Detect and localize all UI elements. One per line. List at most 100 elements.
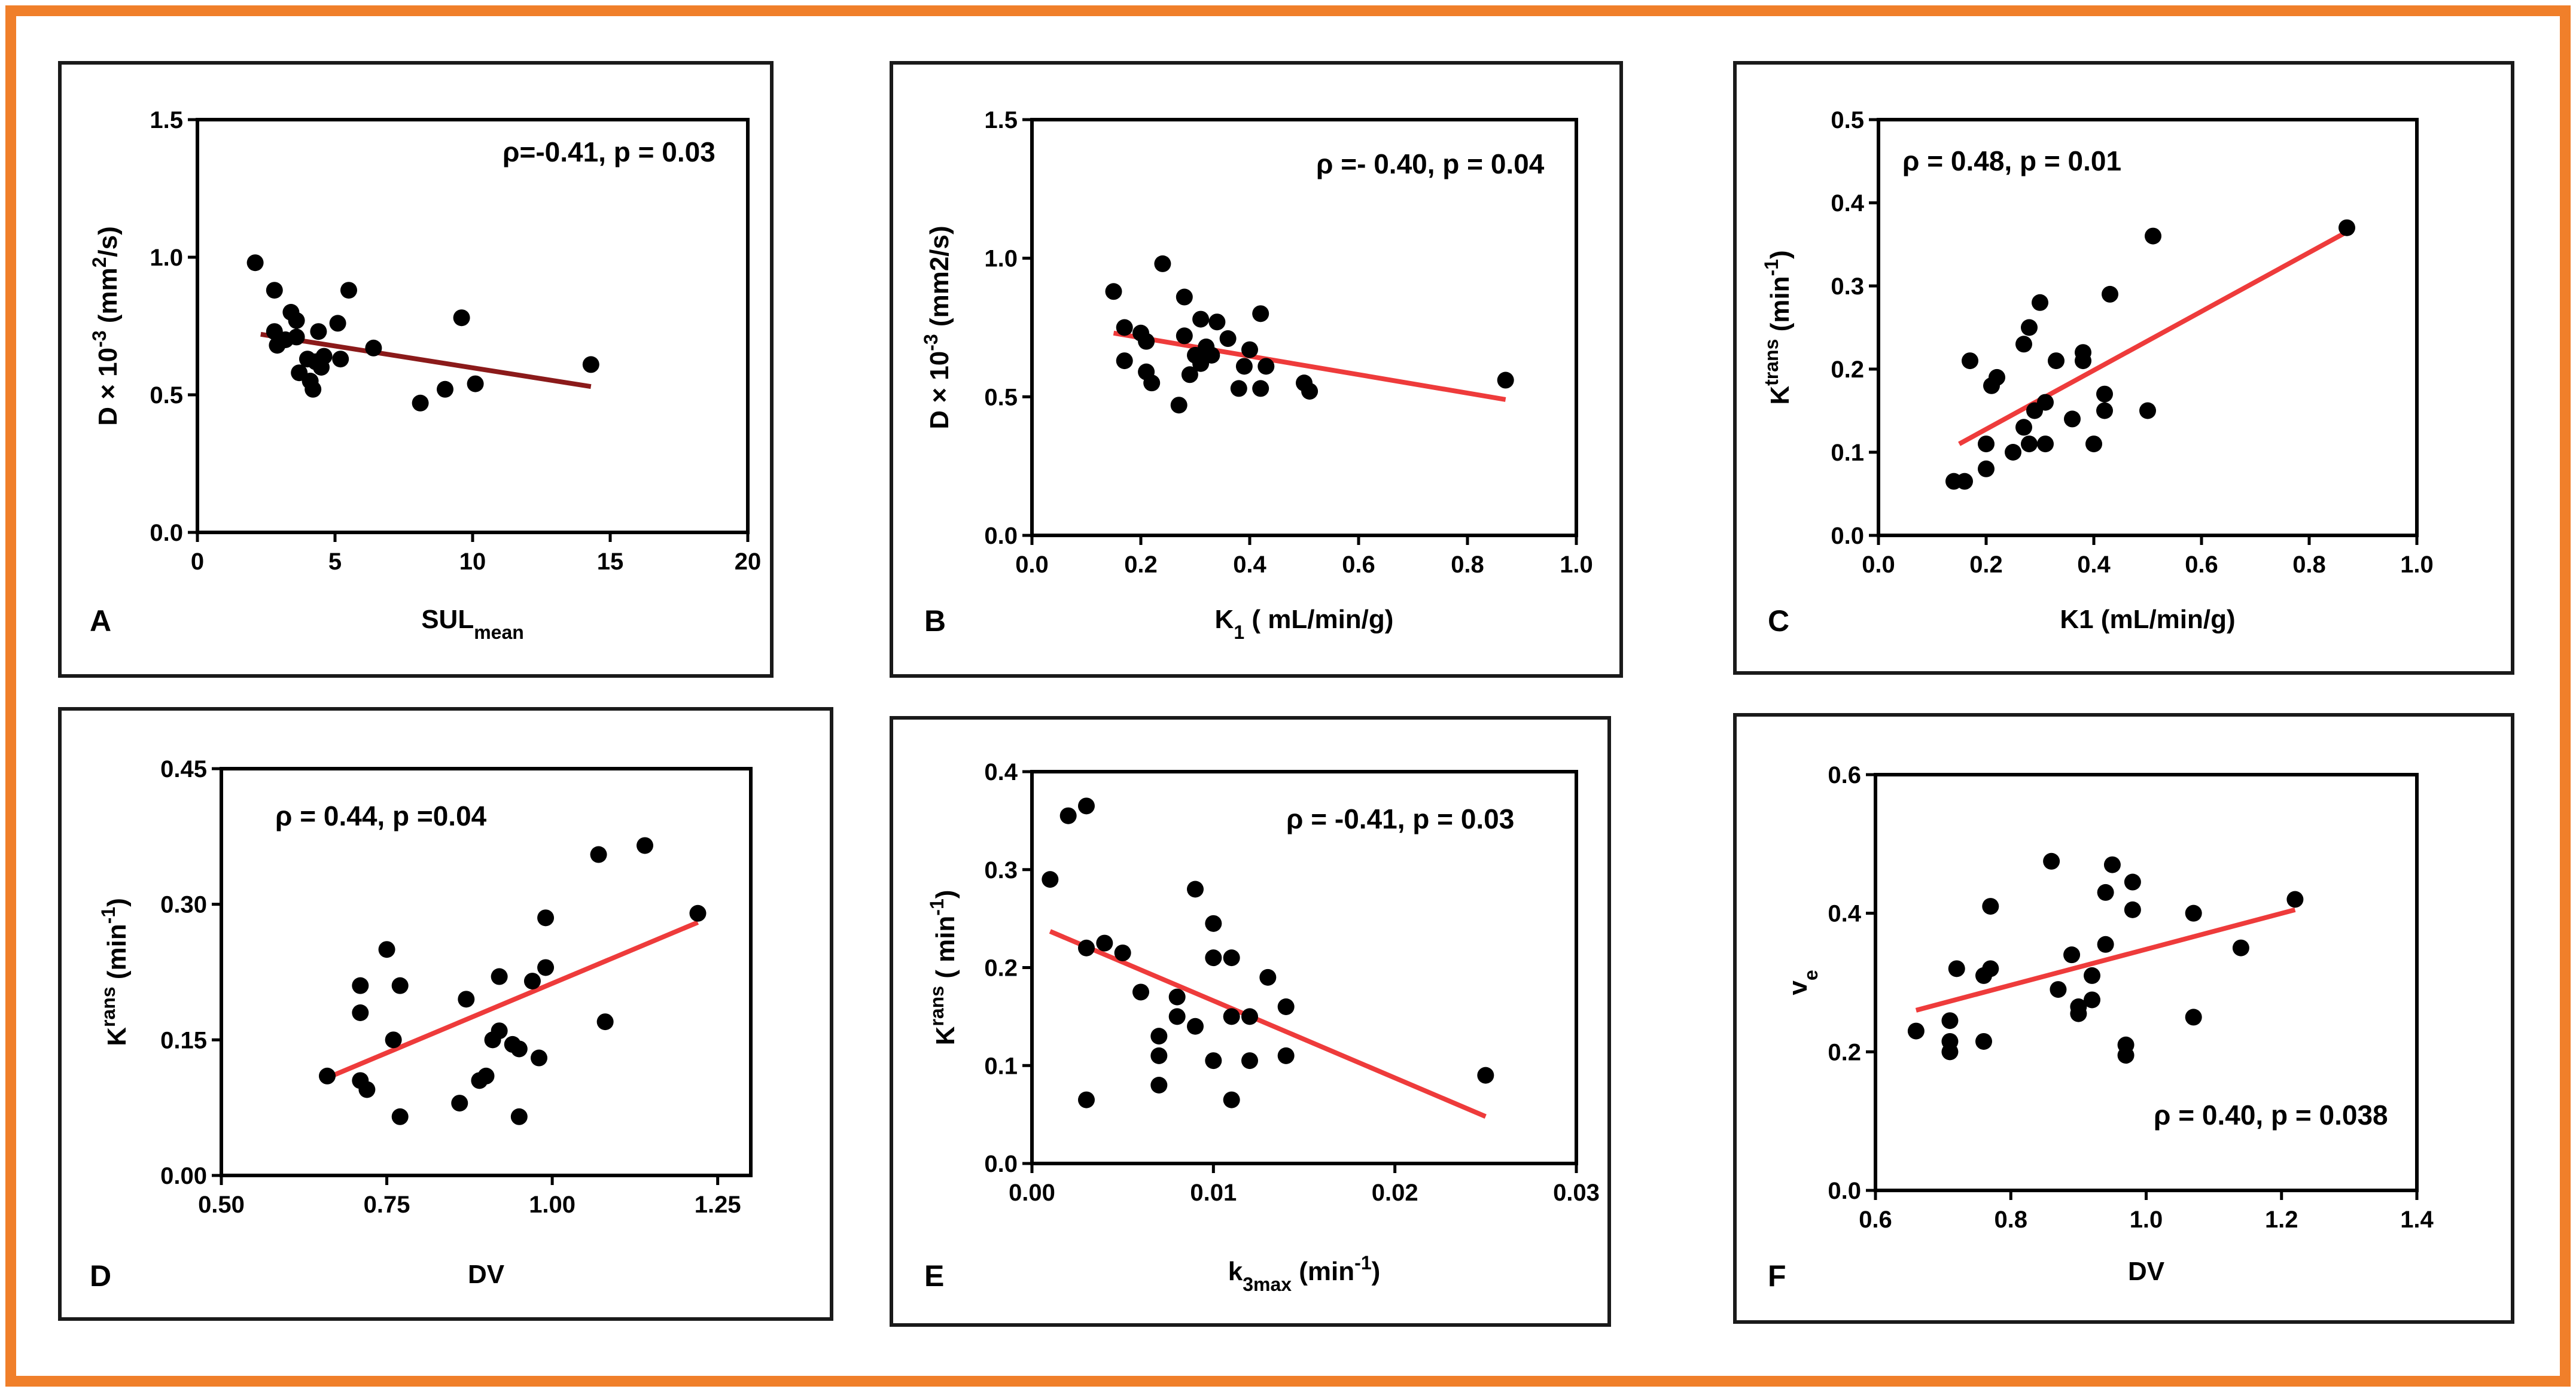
data-point xyxy=(1203,346,1220,364)
data-point xyxy=(246,254,264,272)
data-point xyxy=(340,282,357,299)
x-tick-label: 20 xyxy=(735,549,762,575)
data-point xyxy=(2063,946,2081,964)
data-point xyxy=(1257,358,1275,375)
x-axis-label: K1 ( mL/min/g) xyxy=(1215,605,1394,643)
data-point xyxy=(1956,473,1973,490)
data-point xyxy=(582,356,599,373)
plot-area-frame xyxy=(1030,118,1578,537)
chart-panel-b: 0.0 0.2 0.4 0.6 0.8 1.0 0.0 0.5 1.0 1.5 ρ =- 0.40,… xyxy=(890,61,1623,678)
data-point xyxy=(596,1013,614,1031)
correlation-annotation: ρ = -0.41, p = 0.03 xyxy=(1286,803,1514,834)
data-point xyxy=(2096,385,2113,403)
panel-label: A xyxy=(90,604,111,638)
chart-panel-e: 0.00 0.01 0.02 0.03 0.0 0.1 0.2 0.3 0.4 ρ = -0.41… xyxy=(890,716,1611,1327)
y-tick-label: 0.15 xyxy=(160,1027,207,1053)
y-tick-label: 0.0 xyxy=(984,1151,1018,1177)
data-point xyxy=(1154,255,1171,272)
data-point xyxy=(458,991,475,1008)
chart-panel-f: 0.6 0.8 1.0 1.2 1.4 0.0 0.2 0.4 0.6 ρ = 0.40, p =… xyxy=(1733,713,2514,1324)
data-point xyxy=(1989,368,2005,386)
y-tick-label: 1.5 xyxy=(150,107,183,133)
data-point xyxy=(1208,313,1226,331)
data-point xyxy=(1105,283,1122,300)
data-point xyxy=(1497,371,1514,389)
y-tick-label: 0.4 xyxy=(984,759,1018,785)
y-tick-label: 0.0 xyxy=(150,520,183,546)
data-point xyxy=(1078,797,1095,815)
x-tick-label: 0.4 xyxy=(1233,552,1266,578)
y-axis-label: ve xyxy=(1783,970,1822,995)
data-point xyxy=(1132,983,1149,1001)
x-tick-label: 10 xyxy=(459,549,486,575)
data-point xyxy=(2096,402,2113,419)
data-point xyxy=(2043,852,2060,870)
data-point xyxy=(2015,419,2032,436)
regression-line xyxy=(1113,330,1506,402)
data-point xyxy=(2185,904,2202,922)
data-point xyxy=(365,339,382,357)
data-point xyxy=(2064,410,2081,428)
panel-label: F xyxy=(1768,1259,1786,1293)
data-point xyxy=(1138,333,1155,350)
data-point xyxy=(2037,435,2054,453)
data-point xyxy=(2048,352,2065,370)
panel-label: E xyxy=(924,1259,944,1293)
data-point xyxy=(1168,1008,1186,1025)
plot-area-frame xyxy=(220,767,753,1177)
data-point xyxy=(1277,998,1295,1015)
data-point xyxy=(1235,358,1253,375)
data-point xyxy=(1187,881,1204,898)
chart-panel-d: 0.50 0.75 1.00 1.25 0.00 0.15 0.30 0.45 ρ = 0.44… xyxy=(58,707,833,1321)
data-point xyxy=(2286,891,2304,908)
regression-line xyxy=(1958,230,2348,446)
data-point xyxy=(358,1081,376,1098)
x-tick-label: 1.4 xyxy=(2400,1207,2434,1233)
x-tick-label: 0.6 xyxy=(1859,1207,1892,1233)
data-point xyxy=(1219,330,1237,348)
correlation-annotation: ρ = 0.44, p =0.04 xyxy=(275,800,487,831)
data-point xyxy=(1277,1047,1295,1064)
x-tick-label: 1.2 xyxy=(2265,1207,2298,1233)
plot-area-frame xyxy=(1877,118,2419,537)
data-point xyxy=(288,312,305,329)
data-point xyxy=(2103,856,2121,873)
y-tick-label: 0.2 xyxy=(984,955,1018,982)
panel-border xyxy=(58,61,774,678)
y-tick-label: 0.0 xyxy=(1828,1178,1861,1204)
data-point xyxy=(477,1067,495,1085)
data-point xyxy=(2124,873,2141,891)
x-axis-label: SULmean xyxy=(421,605,524,643)
x-axis-label: K1 (mL/min/g) xyxy=(2060,605,2235,634)
y-tick-label: 0.1 xyxy=(1831,440,1864,466)
correlation-annotation: ρ = 0.40, p = 0.038 xyxy=(2154,1099,2388,1131)
data-point xyxy=(266,282,283,299)
x-tick-label: 1.0 xyxy=(2130,1207,2163,1233)
y-tick-label: 0.45 xyxy=(160,756,207,782)
regression-line xyxy=(1049,929,1487,1119)
data-point xyxy=(2050,981,2067,998)
regression-line xyxy=(260,331,592,389)
data-point xyxy=(1962,352,1978,370)
data-point xyxy=(2097,936,2114,953)
data-point xyxy=(378,941,395,958)
data-point xyxy=(329,315,346,332)
data-point xyxy=(2070,1005,2087,1022)
x-tick-label: 0.8 xyxy=(1994,1207,2027,1233)
x-tick-label: 0.00 xyxy=(1009,1180,1055,1206)
data-point xyxy=(437,380,453,398)
x-tick-label: 5 xyxy=(328,549,342,575)
panel-label: C xyxy=(1768,604,1789,638)
data-point xyxy=(305,380,322,398)
data-point xyxy=(2097,884,2114,901)
data-point xyxy=(1223,1008,1240,1025)
data-point xyxy=(1150,1028,1168,1045)
data-point xyxy=(412,394,429,412)
data-point xyxy=(1176,288,1193,306)
x-tick-label: 0.2 xyxy=(1124,552,1158,578)
data-point xyxy=(352,977,369,994)
y-axis-label: D × 10-3 (mm2/s) xyxy=(89,226,123,426)
data-point xyxy=(315,348,333,365)
data-point xyxy=(1948,960,1965,977)
